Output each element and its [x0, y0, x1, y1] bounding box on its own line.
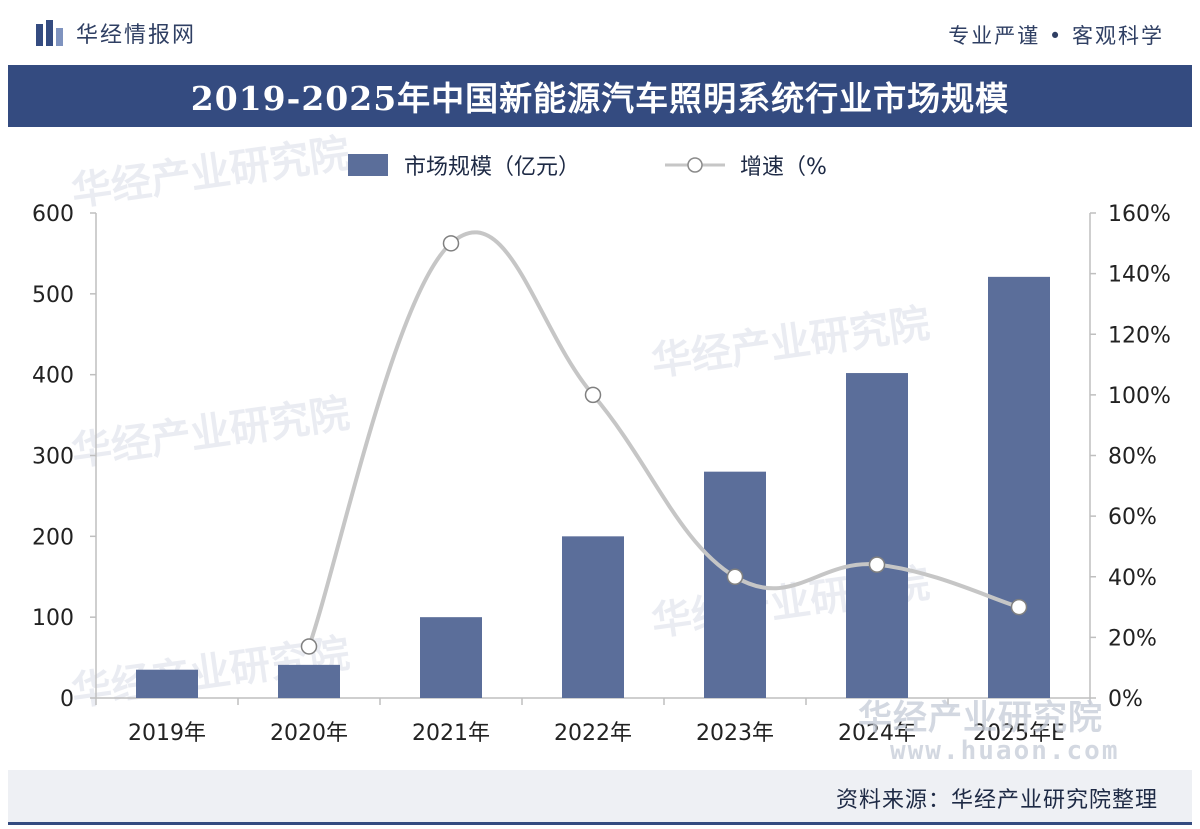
y-left-tick-label: 100 — [32, 606, 74, 631]
y-left-tick-label: 300 — [32, 445, 74, 470]
growth-point — [1010, 598, 1028, 616]
bar — [278, 664, 340, 698]
y-left-tick-label: 200 — [32, 525, 74, 550]
brand: 华经情报网 — [36, 18, 196, 48]
brand-name: 华经情报网 — [76, 23, 197, 48]
y-right-tick-label: 20% — [1108, 626, 1157, 651]
watermark-brand-corner: 华经产业研究院 — [858, 698, 1103, 738]
y-left-tick-label: 600 — [32, 202, 74, 227]
x-tick-label: 2022年 — [554, 721, 632, 746]
title-bar: 2019-2025年中国新能源汽车照明系统行业市场规模 — [8, 65, 1192, 127]
brand-logo-icon — [36, 20, 63, 46]
x-tick-label: 2021年 — [412, 721, 490, 746]
footer: 资料来源：华经产业研究院整理 — [8, 770, 1192, 825]
growth-point — [442, 235, 460, 252]
x-tick-label: 2020年 — [270, 721, 348, 746]
bars — [136, 276, 1050, 698]
axes: 0 100 200 300 400 500 600 0% 20% 40% 60% 80% 100% 120… — [32, 202, 1171, 746]
y-right-tick-label: 0% — [1108, 687, 1143, 712]
y-right-tick-label: 80% — [1108, 445, 1157, 470]
y-left-tick-label: 0 — [60, 687, 74, 712]
legend-bar-label: 市场规模（亿元） — [404, 155, 580, 180]
source-note: 资料来源：华经产业研究院整理 — [835, 788, 1158, 813]
x-tick-label: 2025年E — [973, 721, 1065, 746]
y-right-tick-label: 120% — [1108, 323, 1171, 348]
x-tick-label: 2024年 — [838, 721, 916, 746]
legend-bar-swatch — [348, 154, 388, 176]
bar — [988, 276, 1050, 698]
bar — [562, 536, 624, 698]
header: 华经情报网 专业严谨 • 客观科学 — [0, 0, 1200, 62]
y-left-tick-label: 400 — [32, 364, 74, 389]
x-tick-label: 2019年 — [128, 721, 206, 746]
bar — [136, 669, 198, 698]
y-right-tick-label: 60% — [1108, 505, 1157, 530]
x-tick-label: 2023年 — [696, 721, 774, 746]
bar — [846, 373, 908, 698]
legend-line-label: 增速（% — [740, 155, 827, 180]
watermark-site: www.huaon.com — [890, 736, 1120, 766]
y-right-tick-label: 100% — [1108, 384, 1171, 409]
y-right-tick-label: 160% — [1108, 202, 1171, 227]
growth-point — [584, 386, 602, 404]
bar — [420, 617, 482, 698]
legend: 市场规模（亿元） 增速（% — [348, 154, 827, 180]
growth-point — [726, 568, 744, 585]
slogan: 专业严谨 • 客观科学 — [948, 24, 1164, 48]
y-right-tick-label: 140% — [1108, 263, 1171, 288]
growth-line — [300, 230, 1028, 655]
y-left-tick-label: 500 — [32, 283, 74, 308]
growth-point — [868, 556, 886, 573]
growth-line-path — [307, 230, 1021, 649]
chart-title: 2019-2025年中国新能源汽车照明系统行业市场规模 — [190, 79, 1010, 118]
growth-point — [300, 638, 318, 655]
legend-line-marker — [687, 157, 703, 173]
chart: 市场规模（亿元） 增速（% 0 100 200 300 400 500 600 0% 20% 40… — [32, 154, 1171, 746]
y-right-tick-label: 40% — [1108, 566, 1157, 591]
